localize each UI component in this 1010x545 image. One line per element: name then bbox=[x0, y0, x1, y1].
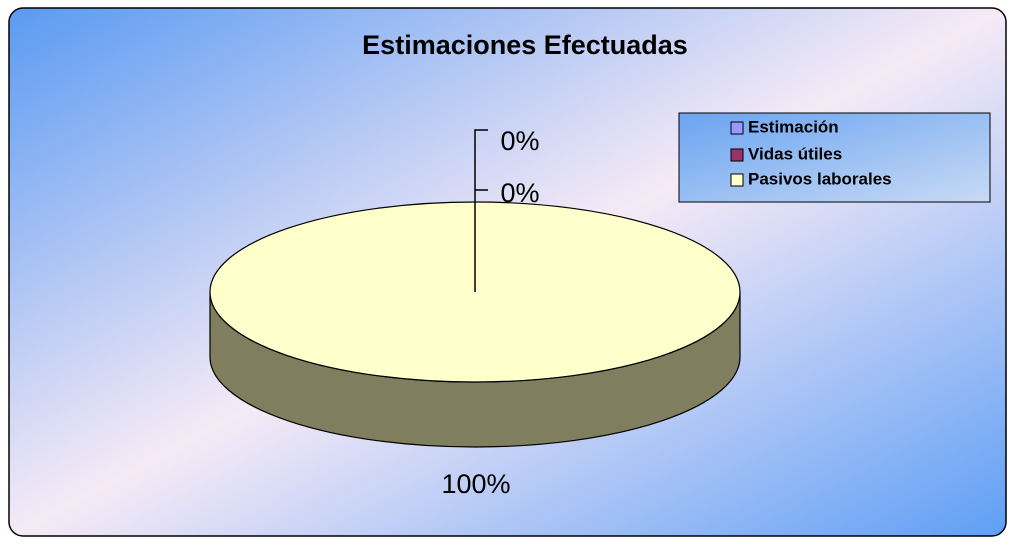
legend-swatch bbox=[730, 173, 744, 187]
legend-swatch bbox=[730, 121, 744, 135]
data-label: 0% bbox=[500, 126, 539, 156]
legend-swatch bbox=[730, 148, 744, 162]
legend-label: Pasivos laborales bbox=[748, 169, 892, 188]
legend-label: Vidas útiles bbox=[748, 144, 842, 163]
chart-title: Estimaciones Efectuadas bbox=[362, 30, 688, 60]
leader-line bbox=[474, 129, 488, 292]
data-label: 0% bbox=[500, 178, 539, 208]
data-label: 100% bbox=[441, 469, 510, 499]
legend-label: Estimación bbox=[748, 117, 839, 136]
